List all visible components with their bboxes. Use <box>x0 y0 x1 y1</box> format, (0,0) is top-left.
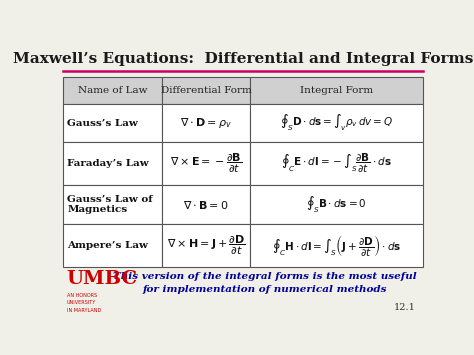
Text: Gauss’s Law of
Magnetics: Gauss’s Law of Magnetics <box>67 195 153 214</box>
Text: Gauss’s Law: Gauss’s Law <box>67 119 138 128</box>
Text: Ampere’s Law: Ampere’s Law <box>67 241 148 250</box>
Text: $\nabla \cdot \mathbf{D} = \rho_v$: $\nabla \cdot \mathbf{D} = \rho_v$ <box>180 116 232 130</box>
Bar <box>250 185 423 224</box>
Text: $\nabla \times \mathbf{E} = -\dfrac{\partial \mathbf{B}}{\partial t}$: $\nabla \times \mathbf{E} = -\dfrac{\par… <box>170 152 242 175</box>
Bar <box>63 185 162 224</box>
Text: $\oint_C \mathbf{E} \cdot d\mathbf{l} = -\int_S \dfrac{\partial \mathbf{B}}{\par: $\oint_C \mathbf{E} \cdot d\mathbf{l} = … <box>281 152 392 175</box>
Text: for implementation of numerical methods: for implementation of numerical methods <box>143 285 387 295</box>
Bar <box>162 142 250 185</box>
Text: This version of the integral forms is the most useful: This version of the integral forms is th… <box>113 272 417 281</box>
Bar <box>250 224 423 267</box>
Text: UMBC: UMBC <box>66 270 138 288</box>
Text: Integral Form: Integral Form <box>300 86 373 95</box>
Bar <box>250 77 423 104</box>
Text: Differential Form: Differential Form <box>161 86 252 95</box>
Bar <box>250 142 423 185</box>
Bar <box>162 77 250 104</box>
Bar <box>63 142 162 185</box>
Bar <box>162 185 250 224</box>
Text: $\oint_C \mathbf{H} \cdot d\mathbf{l} = \int_S \left(\mathbf{J} + \dfrac{\partia: $\oint_C \mathbf{H} \cdot d\mathbf{l} = … <box>272 233 401 258</box>
Text: 12.1: 12.1 <box>394 303 416 312</box>
Bar <box>250 104 423 142</box>
Bar <box>162 224 250 267</box>
Text: $\nabla \times \mathbf{H} = \mathbf{J} + \dfrac{\partial \mathbf{D}}{\partial t}: $\nabla \times \mathbf{H} = \mathbf{J} +… <box>167 234 246 257</box>
Text: $\oint_S \mathbf{D} \cdot d\mathbf{s} = \int_v \rho_v \, dv = Q$: $\oint_S \mathbf{D} \cdot d\mathbf{s} = … <box>280 113 393 133</box>
Bar <box>63 104 162 142</box>
Text: AN HONORS
UNIVERSITY
IN MARYLAND: AN HONORS UNIVERSITY IN MARYLAND <box>66 293 101 313</box>
Bar <box>63 77 162 104</box>
Text: $\nabla \cdot \mathbf{B} = 0$: $\nabla \cdot \mathbf{B} = 0$ <box>183 198 229 211</box>
Text: $\oint_S \mathbf{B} \cdot d\mathbf{s} = 0$: $\oint_S \mathbf{B} \cdot d\mathbf{s} = … <box>306 194 367 215</box>
Text: Maxwell’s Equations:  Differential and Integral Forms: Maxwell’s Equations: Differential and In… <box>13 52 473 66</box>
Bar <box>63 224 162 267</box>
Bar <box>162 104 250 142</box>
Text: Faraday’s Law: Faraday’s Law <box>67 159 149 168</box>
Text: Name of Law: Name of Law <box>78 86 147 95</box>
